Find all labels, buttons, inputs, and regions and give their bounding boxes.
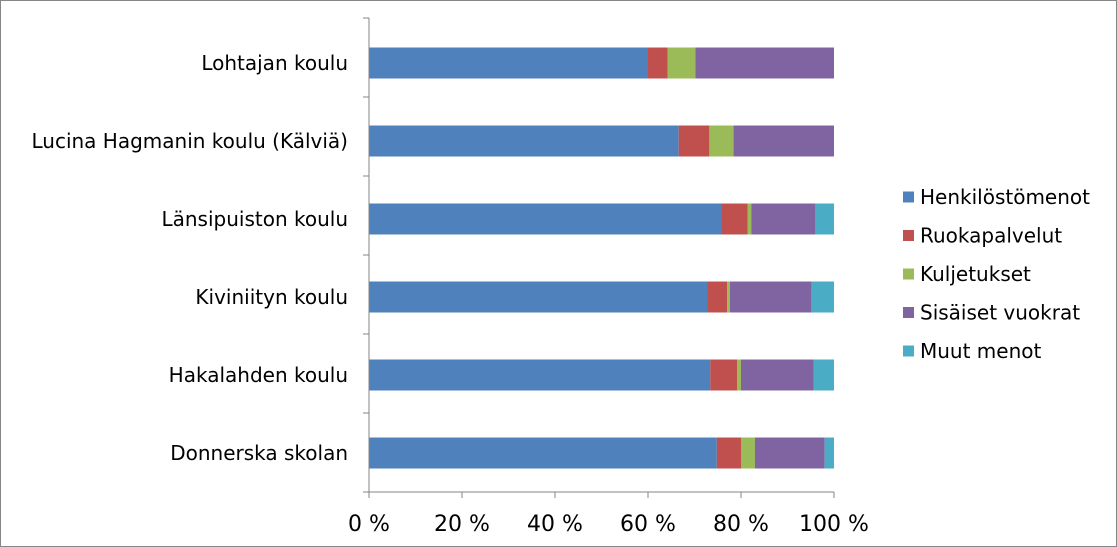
- category-label: Länsipuiston koulu: [161, 207, 348, 231]
- legend-label: Sisäiset vuokrat: [920, 301, 1080, 325]
- legend-label: Henkilöstömenot: [920, 185, 1090, 209]
- category-label: Hakalahden koulu: [169, 363, 348, 387]
- bar-segment: [716, 437, 741, 469]
- legend-label: Ruokapalvelut: [920, 224, 1062, 248]
- bar-segment: [815, 203, 834, 235]
- bar-segment: [667, 47, 696, 79]
- bar-segment: [710, 359, 738, 391]
- x-tick-label: 100 %: [799, 512, 869, 537]
- legend-label: Kuljetukset: [920, 262, 1031, 286]
- x-tick-label: 20 %: [434, 512, 490, 537]
- legend-swatch: [903, 307, 914, 318]
- x-tick-label: 0 %: [348, 512, 390, 537]
- bar-segment: [721, 203, 748, 235]
- bar-segment: [813, 359, 834, 391]
- bar-segment: [369, 47, 648, 79]
- legend: Henkilöstömenot Ruokapalvelut Kuljetukset S…: [903, 185, 1090, 363]
- category-label: Lohtajan koulu: [201, 51, 348, 75]
- bar-segment: [369, 203, 722, 235]
- bar-segment: [678, 125, 710, 157]
- bar-segment: [648, 47, 668, 79]
- x-tick-label: 80 %: [713, 512, 769, 537]
- legend-swatch: [903, 230, 914, 241]
- bar-segment: [741, 359, 814, 391]
- legend-label: Muut menot: [920, 339, 1042, 363]
- bar-segment: [751, 203, 816, 235]
- bar-segment: [733, 125, 834, 157]
- bar-segment: [707, 281, 728, 313]
- legend-swatch: [903, 191, 914, 203]
- bar-segment: [695, 47, 834, 79]
- bar-segment: [754, 437, 825, 469]
- bar-segment: [369, 281, 708, 313]
- category-label: Lucina Hagmanin koulu (Kälviä): [31, 129, 348, 153]
- bar-segment: [369, 125, 679, 157]
- legend-swatch: [903, 268, 914, 280]
- legend-swatch: [903, 345, 914, 357]
- bar-segment: [709, 125, 734, 157]
- bar-segment: [727, 281, 730, 313]
- category-label: Kiviniityn koulu: [195, 285, 348, 309]
- bar-segment: [741, 437, 755, 469]
- x-tick-label: 60 %: [620, 512, 676, 537]
- bar-segment: [737, 359, 741, 391]
- bar-segment: [369, 359, 711, 391]
- bar-segment: [369, 437, 717, 469]
- bar-segment: [811, 281, 834, 313]
- bar-segment: [729, 281, 812, 313]
- x-tick-label: 40 %: [527, 512, 583, 537]
- category-label: Donnerska skolan: [170, 441, 348, 465]
- bar-segment: [747, 203, 752, 235]
- bar-segment: [824, 437, 834, 469]
